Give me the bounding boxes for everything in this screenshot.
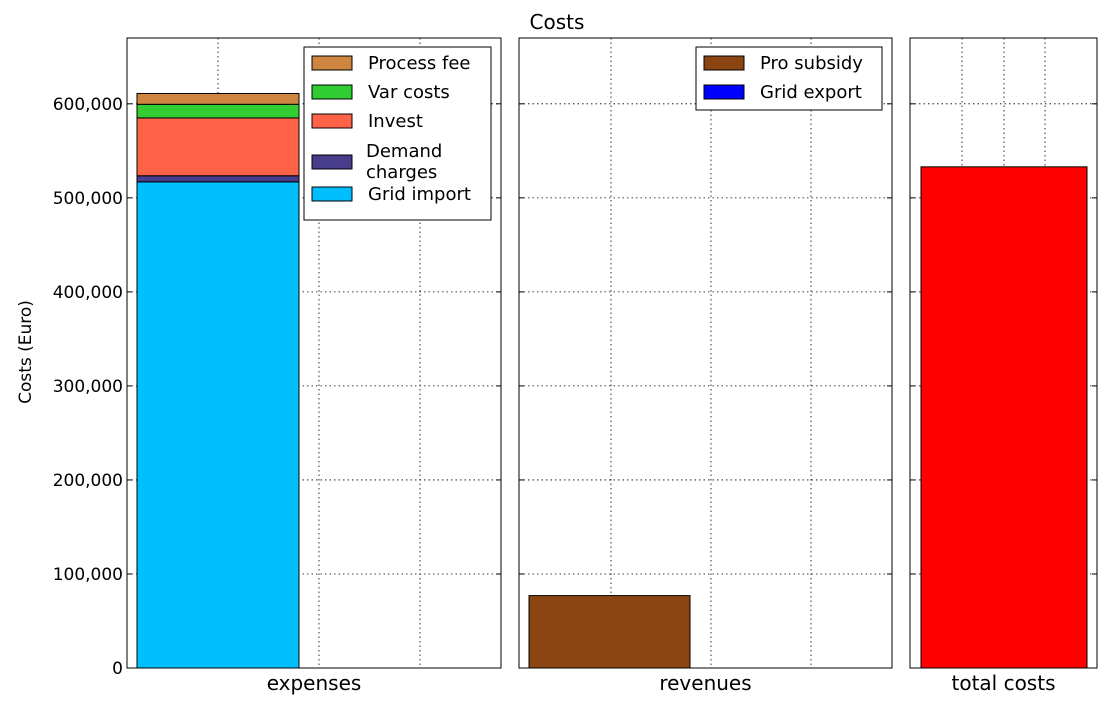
legend-label: charges <box>366 162 437 183</box>
legend-swatch <box>311 113 353 129</box>
legend-swatch <box>311 84 353 100</box>
legend-swatch <box>703 84 745 100</box>
bar-invest <box>136 117 300 177</box>
legend-label: Pro subsidy <box>760 53 863 74</box>
axes-frame <box>126 37 502 669</box>
axes-frame <box>518 37 893 669</box>
bar-pro-subsidy <box>528 595 691 669</box>
x-axis-label: expenses <box>267 671 362 695</box>
axes-frame <box>909 37 1098 669</box>
y-tick-label: 100,000 <box>53 565 123 585</box>
bar-process-fee <box>136 92 300 105</box>
x-axis-label: total costs <box>951 671 1055 695</box>
bar-grid-import <box>136 181 300 669</box>
bar-var-costs <box>136 103 300 119</box>
legend-swatch <box>311 55 353 71</box>
legend-label: Grid import <box>368 184 471 205</box>
y-tick-label: 200,000 <box>53 471 123 491</box>
legend-label: Demand <box>366 141 442 162</box>
legend: Pro subsidy Grid export <box>695 46 883 111</box>
legend-swatch <box>703 55 745 71</box>
y-tick-label: 300,000 <box>53 377 123 397</box>
legend: Process fee Var costs Invest DemandchargesG… <box>303 46 492 221</box>
bar-demand-charges <box>136 175 300 183</box>
panel-expenses: expenses Process fee Var costs Invest Demand… <box>126 37 502 695</box>
legend-label: Var costs <box>368 82 450 103</box>
y-tick-label: 400,000 <box>53 283 123 303</box>
legend-label: Invest <box>368 111 423 132</box>
legend-swatch <box>311 154 353 170</box>
y-axis-label: Costs (Euro) <box>16 300 36 404</box>
legend-swatch <box>311 186 353 202</box>
y-tick-label: 0 <box>112 659 123 679</box>
y-tick-label: 600,000 <box>53 95 123 115</box>
bar-total-costs <box>920 166 1088 669</box>
x-axis-label: revenues <box>659 671 751 695</box>
chart-title: Costs <box>530 10 585 34</box>
legend-label: Grid export <box>760 82 862 103</box>
legend-label: Process fee <box>368 53 471 74</box>
panel-total-costs: total costs <box>909 37 1098 695</box>
y-tick-label: 500,000 <box>53 189 123 209</box>
panel-revenues: revenues Pro subsidy Grid export <box>518 37 893 695</box>
